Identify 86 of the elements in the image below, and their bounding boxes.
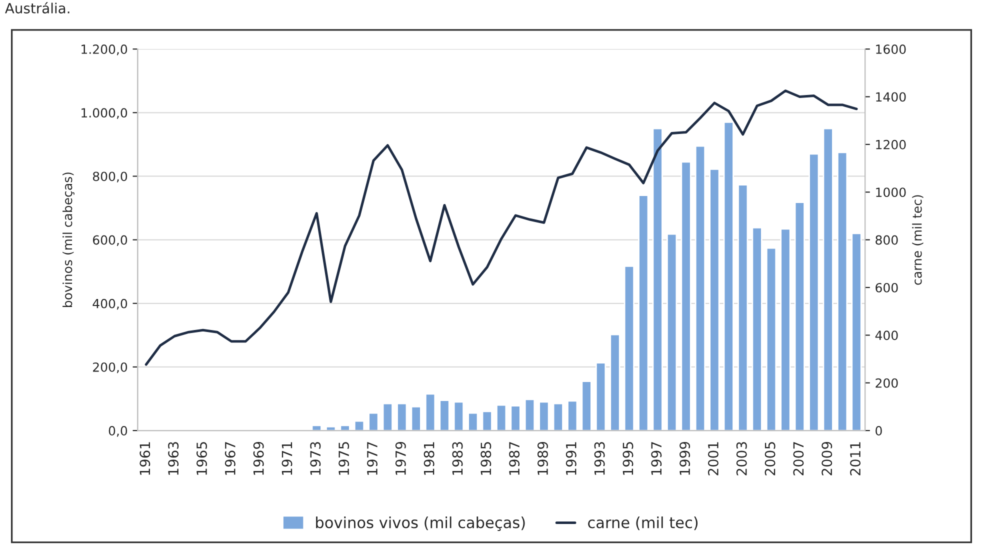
x-tick-label: 1987 (509, 442, 520, 475)
line-series (144, 90, 858, 366)
bar (610, 334, 620, 431)
bar (595, 362, 606, 431)
bar (453, 401, 464, 431)
x-tick-label: 1961 (140, 442, 150, 475)
y2-tick-label: 400 (875, 330, 898, 340)
bar (638, 194, 649, 431)
y-tick-label: 800,0 (92, 172, 128, 182)
x-tick-label: 1995 (622, 442, 634, 475)
y2-axis-title: carne (mil tec) (912, 195, 924, 285)
bar (439, 400, 450, 431)
x-tick-label: 2001 (708, 442, 718, 476)
bar (468, 412, 478, 431)
x-tick-label: 2011 (850, 442, 861, 476)
bar (836, 152, 848, 431)
bar (666, 233, 678, 431)
text: Austrália. (5, 2, 70, 14)
bar (851, 232, 862, 431)
bar (354, 420, 365, 431)
x-tick-label: 1977 (366, 442, 378, 475)
bar (822, 128, 834, 431)
y2-tick-label: 1400 (876, 92, 906, 102)
y2-tick-label: 1000 (876, 188, 906, 198)
y-tick-label: 0,0 (108, 426, 128, 437)
x-tick-label: 1967 (224, 442, 236, 475)
bar (538, 401, 550, 431)
bar (723, 121, 734, 431)
y-tick-label: 1.000,0 (82, 108, 128, 119)
y2-tick-label: 600 (876, 282, 898, 292)
bar (624, 265, 635, 431)
x-tick-label: 1971 (282, 442, 292, 475)
bar (780, 228, 791, 431)
y-tick-label: 600,0 (92, 235, 128, 246)
bar (524, 398, 536, 431)
bar (368, 412, 379, 431)
x-tick-label: 1963 (168, 442, 179, 475)
bar (340, 424, 350, 431)
bar (496, 404, 507, 431)
y-axis-title: bovinos (mil cabeças) (62, 172, 74, 307)
bar (382, 402, 393, 431)
y2-tick-label: 800 (876, 235, 898, 245)
bar (808, 153, 820, 431)
bar (709, 168, 720, 431)
bar (567, 400, 578, 431)
x-tick-label: 1975 (338, 442, 350, 475)
x-tick-label: 1973 (310, 442, 321, 475)
legend-label: carne (mil tec) (588, 516, 698, 530)
bar (752, 227, 762, 431)
bar (326, 426, 336, 431)
y-tick-label: 400,0 (92, 298, 128, 310)
x-tick-label: 1985 (480, 442, 492, 475)
bar (766, 247, 777, 431)
x-tick-label: 1969 (253, 442, 264, 475)
y2-tick-label: 1600 (876, 44, 906, 54)
y2-tick-label: 200 (876, 378, 898, 388)
bar (680, 161, 692, 431)
bar (794, 202, 805, 431)
x-tick-label: 2007 (793, 442, 804, 476)
x-tick-label: 1991 (566, 442, 576, 475)
bar (552, 402, 564, 431)
bar (510, 405, 521, 431)
x-tick-label: 1997 (651, 442, 662, 475)
x-tick-label: 1999 (680, 442, 690, 475)
bar (424, 393, 436, 431)
x-tick-label: 1981 (424, 442, 434, 475)
x-tick-label: 1993 (594, 442, 605, 475)
x-tick-label: 2009 (822, 442, 832, 476)
y2-tick-label: 0 (876, 426, 882, 436)
y-tick-label: 1.200,0 (82, 44, 128, 56)
x-tick-label: 1979 (395, 442, 406, 475)
bar (694, 145, 706, 431)
y-tick-label: 200,0 (93, 362, 128, 374)
x-tick-label: 1965 (196, 442, 208, 475)
bar (482, 410, 492, 431)
x-tick-label: 2003 (736, 442, 747, 476)
bar (581, 380, 592, 431)
bar (738, 184, 748, 431)
y2-tick-label: 1200 (876, 140, 906, 150)
x-tick-label: 1983 (452, 442, 463, 475)
legend-label: bovinos vivos (mil cabeças) (316, 516, 525, 532)
x-tick-label: 2005 (764, 442, 776, 476)
bar (410, 406, 422, 431)
bar (396, 402, 408, 431)
bar (652, 128, 663, 431)
x-tick-label: 1989 (537, 442, 548, 475)
